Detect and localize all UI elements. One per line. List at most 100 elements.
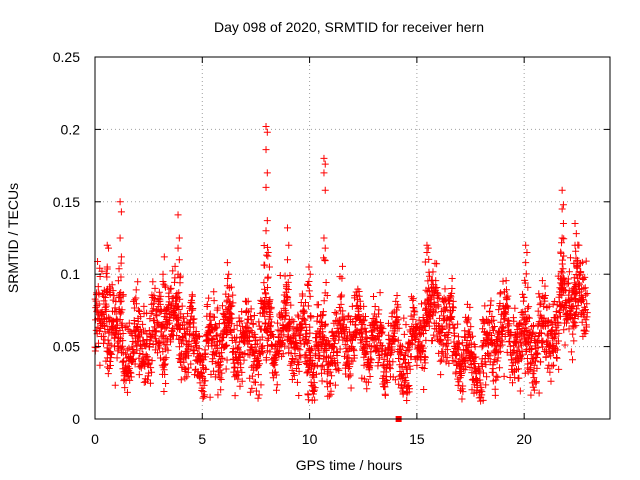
data-point xyxy=(434,302,442,310)
data-point xyxy=(240,356,248,364)
data-point xyxy=(521,308,529,316)
data-point xyxy=(316,329,324,337)
data-point xyxy=(282,299,290,307)
data-point xyxy=(538,277,546,285)
data-point xyxy=(188,299,196,307)
data-point xyxy=(327,387,335,395)
data-point xyxy=(304,368,312,376)
data-point xyxy=(156,344,164,352)
data-point xyxy=(420,365,428,373)
data-point xyxy=(565,325,573,333)
data-point xyxy=(557,248,565,256)
data-point xyxy=(434,322,442,330)
data-point xyxy=(558,269,566,277)
data-point xyxy=(559,300,567,308)
data-point xyxy=(300,308,308,316)
data-point xyxy=(495,342,503,350)
data-point xyxy=(105,313,113,321)
data-point xyxy=(117,253,125,261)
data-point xyxy=(504,316,512,324)
data-point xyxy=(265,297,273,305)
data-point xyxy=(444,339,452,347)
data-point xyxy=(318,369,326,377)
data-point xyxy=(117,273,125,281)
data-point xyxy=(179,314,187,322)
data-point xyxy=(150,316,158,324)
data-point xyxy=(175,343,183,351)
data-point xyxy=(285,241,293,249)
data-point xyxy=(100,297,108,305)
data-point xyxy=(499,277,507,285)
data-point xyxy=(243,323,251,331)
data-point xyxy=(481,302,489,310)
data-point xyxy=(531,332,539,340)
data-point xyxy=(144,376,152,384)
data-point xyxy=(238,322,246,330)
data-point xyxy=(361,324,369,332)
data-point xyxy=(536,301,544,309)
data-point xyxy=(247,305,255,313)
data-point xyxy=(552,308,560,316)
data-point xyxy=(482,381,490,389)
data-point xyxy=(145,360,153,368)
data-point xyxy=(541,282,549,290)
data-point xyxy=(263,128,271,136)
data-point xyxy=(216,374,224,382)
data-point xyxy=(423,248,431,256)
data-point xyxy=(382,350,390,358)
data-point xyxy=(455,333,463,341)
data-point xyxy=(103,241,111,249)
data-point xyxy=(123,346,131,354)
data-point xyxy=(572,322,580,330)
data-point xyxy=(341,341,349,349)
data-point xyxy=(304,280,312,288)
data-point xyxy=(205,294,213,302)
data-point xyxy=(160,280,168,288)
data-point xyxy=(349,345,357,353)
data-point xyxy=(379,325,387,333)
data-point xyxy=(225,284,233,292)
data-point xyxy=(307,312,315,320)
data-point xyxy=(210,313,218,321)
data-point xyxy=(223,331,231,339)
data-point xyxy=(578,258,586,266)
data-point xyxy=(198,370,206,378)
data-point xyxy=(352,321,360,329)
data-point xyxy=(257,381,265,389)
data-point xyxy=(464,347,472,355)
data-point xyxy=(132,294,140,302)
data-point xyxy=(137,313,145,321)
data-point xyxy=(185,352,193,360)
data-point xyxy=(267,318,275,326)
data-point xyxy=(331,308,339,316)
data-point xyxy=(264,323,272,331)
data-point xyxy=(314,301,322,309)
data-point xyxy=(463,336,471,344)
data-point xyxy=(103,265,111,273)
data-point xyxy=(394,303,402,311)
data-point xyxy=(201,391,209,399)
data-point xyxy=(92,297,100,305)
data-point xyxy=(181,374,189,382)
data-point xyxy=(349,357,357,365)
y-tick-label: 0 xyxy=(72,411,80,427)
data-point xyxy=(334,365,342,373)
data-point xyxy=(367,343,375,351)
data-point xyxy=(224,319,232,327)
data-point xyxy=(136,325,144,333)
data-point xyxy=(321,257,329,265)
data-point xyxy=(175,234,183,242)
data-point xyxy=(248,384,256,392)
data-point xyxy=(534,350,542,358)
data-point xyxy=(459,388,467,396)
data-point xyxy=(431,309,439,317)
data-point xyxy=(288,366,296,374)
data-point xyxy=(560,235,568,243)
data-point xyxy=(534,307,542,315)
data-point xyxy=(160,313,168,321)
data-point xyxy=(301,298,309,306)
data-point xyxy=(271,361,279,369)
data-point xyxy=(449,304,457,312)
data-point xyxy=(521,276,529,284)
